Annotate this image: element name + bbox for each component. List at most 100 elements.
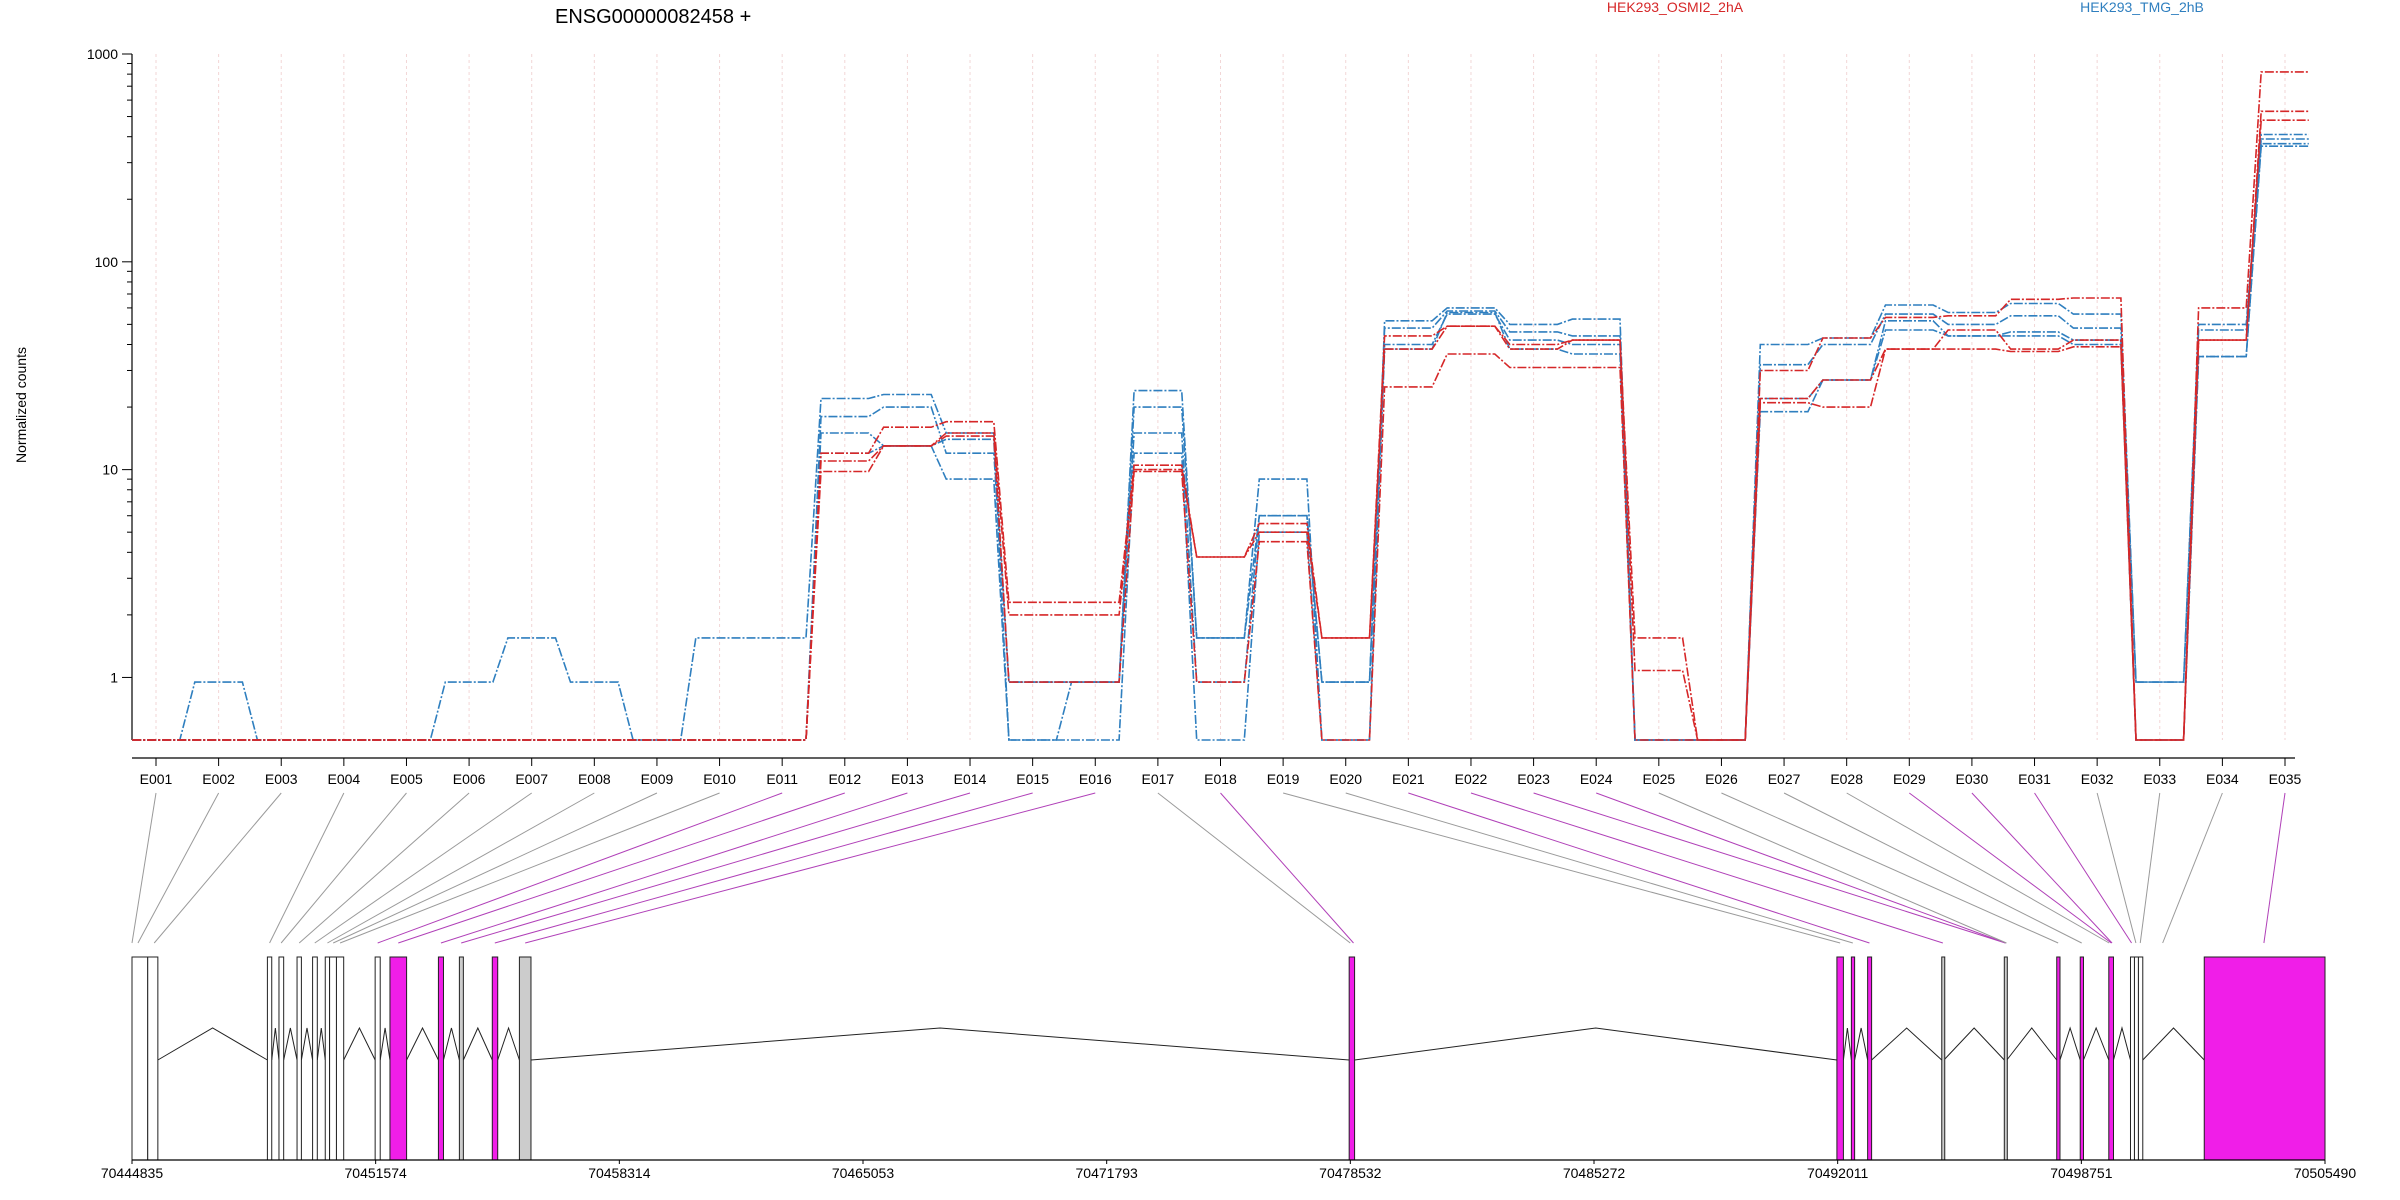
exon-label-E030: E030 <box>1956 771 1989 787</box>
exon-label-E014: E014 <box>954 771 987 787</box>
exon-label-E008: E008 <box>578 771 611 787</box>
exon-label-E024: E024 <box>1580 771 1613 787</box>
y-tick-label: 100 <box>95 254 119 270</box>
exon-block <box>2129 956 2135 1161</box>
exon-label-E007: E007 <box>515 771 548 787</box>
series-HEK293_OSMI2_2hA-6 <box>132 119 2309 741</box>
exon-connector <box>525 792 1096 944</box>
exon-connectors <box>131 792 2286 944</box>
exon-connector <box>1345 792 1853 944</box>
intron <box>2113 1026 2131 1061</box>
exon-label-E028: E028 <box>1830 771 1863 787</box>
intron <box>406 1026 439 1061</box>
y-tick-label: 10 <box>102 462 118 478</box>
exon-connector <box>314 792 532 944</box>
intron <box>1871 1027 1943 1061</box>
exon-connector <box>1157 792 1351 944</box>
exon-label-E027: E027 <box>1768 771 1801 787</box>
exon-block <box>2079 956 2084 1161</box>
legend-entry-tmg: HEK293_TMG_2hB <box>2080 0 2204 15</box>
exon-connector <box>1783 792 2082 944</box>
exon-label-E009: E009 <box>641 771 674 787</box>
exon-block <box>437 956 444 1161</box>
exon-label-E006: E006 <box>453 771 486 787</box>
exon-block <box>1836 956 1844 1161</box>
exon-label-E033: E033 <box>2143 771 2176 787</box>
genomic-tick-label: 70478532 <box>1319 1165 1382 1181</box>
gene-model <box>131 956 2326 1161</box>
exon-connector <box>494 792 1033 944</box>
intron <box>1854 1027 1869 1061</box>
exon-label-E017: E017 <box>1142 771 1175 787</box>
exon-label-E011: E011 <box>766 771 798 787</box>
exon-block <box>335 956 345 1161</box>
y-axis: 1000 100 10 1 <box>87 46 133 740</box>
exon-connector <box>440 792 908 944</box>
series-line <box>132 133 2309 741</box>
exon-label-E023: E023 <box>1517 771 1550 787</box>
genomic-tick-label: 70505490 <box>2294 1165 2357 1181</box>
exon-label-E029: E029 <box>1893 771 1926 787</box>
intron <box>442 1027 460 1061</box>
series-line <box>132 71 2309 741</box>
exon-block <box>518 956 532 1161</box>
intron <box>316 1027 326 1061</box>
exon-block <box>266 956 273 1161</box>
genomic-tick-label: 70492011 <box>1807 1165 1868 1181</box>
exon-connector <box>280 792 407 944</box>
exon-label-E010: E010 <box>703 771 736 787</box>
exon-label-E016: E016 <box>1079 771 1112 787</box>
exon-connector <box>137 792 220 944</box>
series-lines <box>132 71 2309 741</box>
exon-block <box>296 956 302 1161</box>
genomic-tick-label: 70498751 <box>2050 1165 2113 1181</box>
exon-block <box>2137 956 2144 1161</box>
exon-block <box>2003 956 2008 1161</box>
exon-axis: E001 E002 E003 E004 E005 E006 E007 E008 E009 E010… <box>132 757 2302 787</box>
genomic-tick-label: 70471793 <box>1076 1165 1139 1181</box>
exon-label-E013: E013 <box>891 771 924 787</box>
exon-label-E019: E019 <box>1267 771 1300 787</box>
exon-block <box>1348 956 1356 1161</box>
exon-connector <box>1282 792 1841 944</box>
exon-connector <box>377 792 783 944</box>
exon-connector <box>461 792 971 944</box>
exon-label-E018: E018 <box>1204 771 1237 787</box>
exon-label-E003: E003 <box>265 771 298 787</box>
genomic-tick-label: 70444835 <box>101 1165 164 1181</box>
intron <box>379 1027 391 1061</box>
exon-label-E004: E004 <box>328 771 361 787</box>
exon-block <box>324 956 331 1161</box>
exon-block <box>2133 956 2139 1161</box>
intron <box>300 1027 314 1061</box>
exon-block <box>1867 956 1873 1161</box>
exon-label-E035: E035 <box>2269 771 2302 787</box>
exon-block <box>458 956 464 1161</box>
intron <box>1842 1027 1852 1061</box>
intron <box>283 1027 298 1061</box>
exon-label-E022: E022 <box>1455 771 1488 787</box>
intron <box>1943 1027 2005 1061</box>
series-HEK293_TMG_2hB-0 <box>132 133 2309 741</box>
exon-block <box>1850 956 1856 1161</box>
exon-connector <box>1846 792 2110 944</box>
y-tick-label: 1000 <box>87 46 118 62</box>
exon-block <box>1941 956 1946 1161</box>
exon-connector <box>1908 792 2112 944</box>
exon-connector <box>398 792 845 944</box>
exon-block <box>2203 956 2326 1161</box>
exon-connector <box>339 792 720 944</box>
exon-label-E025: E025 <box>1642 771 1675 787</box>
genomic-axis: 70444835 70451574 70458314 70465053 70471793… <box>101 1159 2357 1181</box>
exon-connector <box>2263 792 2286 944</box>
exon-label-E021: E021 <box>1392 771 1425 787</box>
exon-block <box>2056 956 2061 1161</box>
genomic-tick-label: 70485272 <box>1563 1165 1626 1181</box>
exon-block <box>312 956 318 1161</box>
chart-title: ENSG00000082458 + <box>555 6 751 28</box>
exon-label-E020: E020 <box>1329 771 1362 787</box>
intron <box>497 1026 520 1061</box>
exon-connector <box>1408 792 1870 944</box>
exon-connector <box>298 792 470 944</box>
exon-block <box>329 956 337 1161</box>
